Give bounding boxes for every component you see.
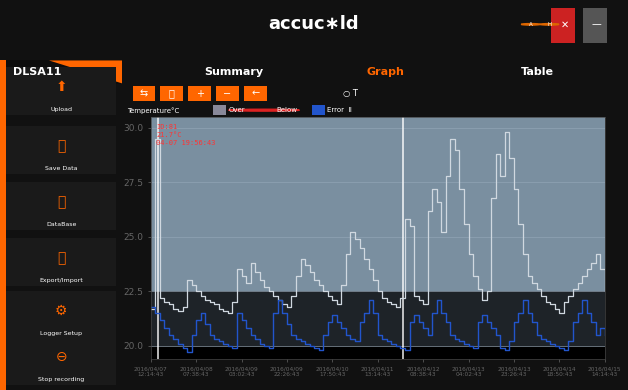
Bar [6, 291, 116, 339]
Text: DLSA11: DLSA11 [13, 67, 61, 77]
Bar [6, 238, 116, 286]
Text: Below: Below [277, 107, 298, 113]
Text: ✕: ✕ [561, 20, 569, 29]
Text: ⚙: ⚙ [55, 304, 67, 318]
Text: ←: ← [251, 89, 259, 99]
Bar [6, 183, 116, 230]
Text: —: — [592, 20, 602, 29]
Text: 🖥: 🖥 [57, 251, 65, 265]
Text: Logger Setup: Logger Setup [40, 331, 82, 336]
Text: ⊖: ⊖ [55, 350, 67, 364]
Bar [6, 126, 116, 174]
Text: +: + [195, 89, 203, 99]
Text: H: H [548, 22, 551, 27]
Bar [312, 105, 325, 115]
Text: 📅: 📅 [57, 195, 65, 209]
Text: ID:81
21.7°C
04-07 19:56:43: ID:81 21.7°C 04-07 19:56:43 [156, 124, 215, 146]
Text: Save Data: Save Data [45, 166, 77, 171]
Bar [160, 86, 183, 101]
Bar [151, 117, 605, 291]
Bar [133, 86, 155, 101]
Text: accuc∗ld: accuc∗ld [269, 15, 359, 33]
Text: Over: Over [229, 107, 246, 113]
Bar [551, 7, 575, 43]
Text: A: A [529, 22, 533, 27]
Bar [6, 337, 116, 385]
Bar [188, 86, 211, 101]
Text: Table: Table [521, 67, 553, 77]
Bar [244, 86, 266, 101]
Text: Summary: Summary [204, 67, 263, 77]
Bar [6, 67, 116, 115]
Circle shape [521, 23, 540, 25]
Bar [214, 105, 226, 115]
Text: Export/Import: Export/Import [40, 278, 83, 283]
Circle shape [540, 23, 559, 25]
Text: ⬆: ⬆ [55, 80, 67, 94]
Text: Graph: Graph [366, 67, 404, 77]
Text: Temperature°C: Temperature°C [127, 107, 180, 113]
Text: DataBase: DataBase [46, 222, 77, 227]
Text: −: − [224, 89, 232, 99]
Text: ○ T: ○ T [342, 89, 357, 98]
Polygon shape [0, 60, 122, 83]
Text: ⇆: ⇆ [140, 89, 148, 99]
Bar [0, 60, 6, 390]
Text: 💾: 💾 [57, 139, 65, 153]
Bar [583, 7, 607, 43]
Text: Stop recording: Stop recording [38, 377, 84, 382]
Bar [216, 86, 239, 101]
Text: ⧢: ⧢ [169, 89, 175, 99]
Text: Error  Ⅱ: Error Ⅱ [327, 107, 352, 113]
Circle shape [229, 109, 300, 111]
Polygon shape [49, 60, 122, 83]
Bar [151, 291, 605, 346]
Text: Upload: Upload [50, 107, 72, 112]
